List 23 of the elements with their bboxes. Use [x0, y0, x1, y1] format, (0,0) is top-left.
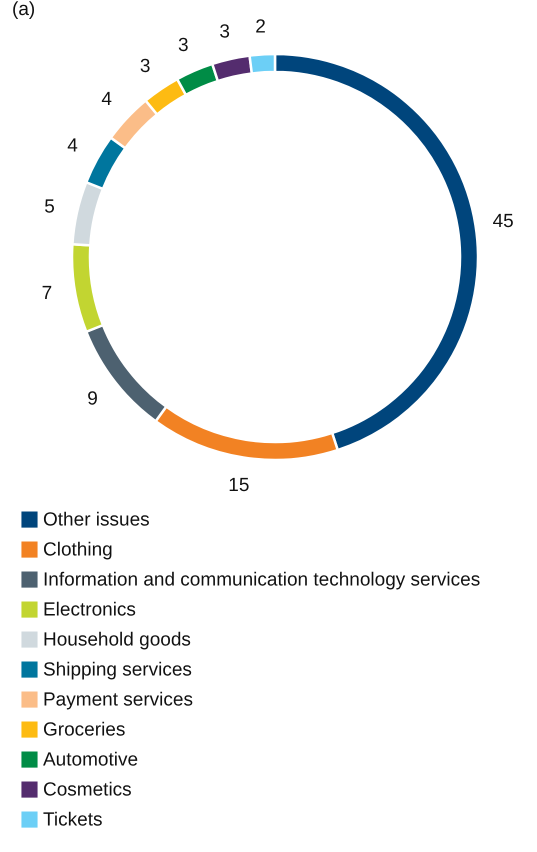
- data-label: 3: [178, 35, 189, 56]
- data-label: 4: [67, 136, 78, 157]
- legend-label: Shipping services: [43, 660, 192, 680]
- legend-label: Groceries: [43, 720, 126, 740]
- legend-label: Information and communication technology services: [43, 570, 480, 590]
- legend-label: Clothing: [43, 540, 113, 560]
- legend-label: Automotive: [43, 750, 138, 770]
- legend-label: Household goods: [43, 630, 191, 650]
- data-label: 15: [228, 475, 250, 496]
- data-label: 5: [44, 196, 55, 218]
- legend-label: Payment services: [43, 690, 193, 710]
- legend-label: Electronics: [43, 600, 136, 620]
- data-label: 45: [492, 210, 514, 232]
- data-label: 4: [101, 88, 112, 110]
- data-label: 9: [87, 388, 98, 410]
- data-label: 7: [42, 283, 52, 304]
- data-label: 3: [140, 56, 150, 77]
- legend-label: Cosmetics: [43, 780, 132, 800]
- data-label: 2: [255, 16, 266, 38]
- data-label: 3: [219, 22, 230, 43]
- legend-label: Tickets: [43, 810, 102, 830]
- chart-title: (a): [12, 0, 36, 20]
- legend-label: Other issues: [43, 510, 150, 530]
